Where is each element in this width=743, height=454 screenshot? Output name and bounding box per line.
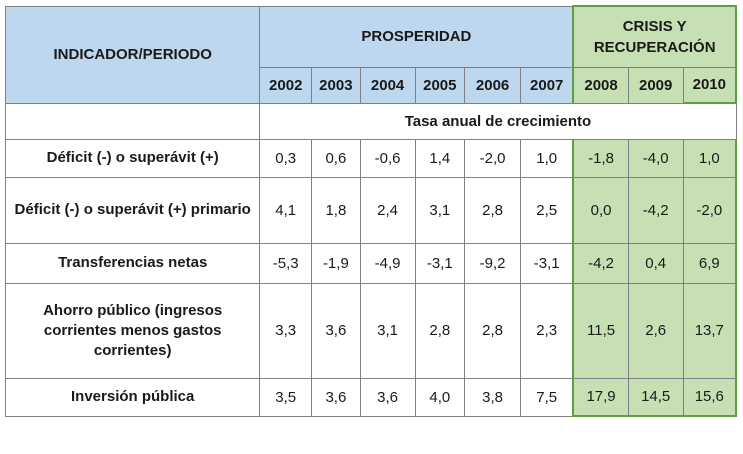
table-cell: 4,1 [259, 176, 313, 244]
table-row: Ahorro público (ingresos corrientes meno… [4, 282, 737, 379]
table-cell: -4,2 [627, 176, 684, 244]
header-row-group: INDICADOR/PERIODO PROSPERIDAD CRISIS Y R… [4, 5, 737, 104]
year-header: 2005 [414, 66, 466, 104]
subtitle-row: Tasa anual de crecimiento [4, 102, 737, 140]
table-cell: 2,3 [520, 282, 574, 379]
year-header: 2009 [627, 66, 684, 104]
year-header: 2010 [682, 66, 737, 104]
table-cell: 2,5 [520, 176, 574, 244]
fiscal-indicators-table: INDICADOR/PERIODO PROSPERIDAD CRISIS Y R… [4, 5, 737, 417]
table-cell: 2,8 [464, 176, 522, 244]
table-cell: -4,0 [627, 138, 684, 178]
table-cell: 0,0 [572, 176, 629, 244]
prosperity-group-header: PROSPERIDAD [259, 5, 574, 68]
table-cell: -1,8 [572, 138, 629, 178]
table-cell: 7,5 [520, 377, 574, 417]
growth-rate-subtitle: Tasa anual de crecimiento [259, 102, 737, 140]
table-cell: 3,3 [259, 282, 313, 379]
table-cell: 3,6 [311, 282, 361, 379]
table-cell: 13,7 [682, 282, 737, 379]
table-cell: 17,9 [572, 377, 629, 417]
year-header: 2004 [359, 66, 416, 104]
year-header: 2006 [464, 66, 522, 104]
table-cell: 3,1 [359, 282, 416, 379]
table-cell: 1,0 [520, 138, 574, 178]
table-cell: 2,6 [627, 282, 684, 379]
table-cell: 4,0 [414, 377, 466, 417]
table-row: Inversión pública 3,5 3,6 3,6 4,0 3,8 7,… [4, 377, 737, 417]
table-cell: 3,8 [464, 377, 522, 417]
year-header: 2002 [259, 66, 313, 104]
header-row-years: 2002 2003 2004 2005 2006 2007 2008 2009 … [6, 66, 737, 104]
table-row: Transferencias netas -5,3 -1,9 -4,9 -3,1… [4, 242, 737, 284]
table-cell: -2,0 [682, 176, 737, 244]
table-cell: 0,4 [627, 242, 684, 284]
row-label: Déficit (-) o superávit (+) [4, 138, 261, 178]
table-cell: 14,5 [627, 377, 684, 417]
table-cell: -5,3 [259, 242, 313, 284]
row-label: Déficit (-) o superávit (+) primario [4, 176, 261, 244]
table-cell: -0,6 [359, 138, 416, 178]
crisis-recovery-group-header: CRISIS Y RECUPERACIÓN [572, 5, 737, 68]
table-cell: -4,9 [359, 242, 416, 284]
table-cell: 3,5 [259, 377, 313, 417]
empty-cell [4, 102, 261, 140]
table-cell: -9,2 [464, 242, 522, 284]
table-cell: 11,5 [572, 282, 629, 379]
table-cell: -1,9 [311, 242, 361, 284]
year-header: 2007 [520, 66, 574, 104]
year-header: 2003 [311, 66, 361, 104]
table-cell: -2,0 [464, 138, 522, 178]
row-label: Inversión pública [4, 377, 261, 417]
table-cell: 6,9 [682, 242, 737, 284]
table-cell: 2,8 [464, 282, 522, 379]
table-row: Déficit (-) o superávit (+) 0,3 0,6 -0,6… [4, 138, 737, 178]
table-cell: 3,6 [359, 377, 416, 417]
table-cell: 2,4 [359, 176, 416, 244]
table-cell: -3,1 [414, 242, 466, 284]
table-cell: 3,1 [414, 176, 466, 244]
table-row: Déficit (-) o superávit (+) primario 4,1… [4, 176, 737, 244]
table-cell: 0,6 [311, 138, 361, 178]
table-cell: 2,8 [414, 282, 466, 379]
year-header: 2008 [572, 66, 629, 104]
table-cell: -4,2 [572, 242, 629, 284]
table-cell: 1,0 [682, 138, 737, 178]
table-cell: -3,1 [520, 242, 574, 284]
table-cell: 0,3 [259, 138, 313, 178]
table-cell: 3,6 [311, 377, 361, 417]
row-label: Transferencias netas [4, 242, 261, 284]
table-cell: 1,4 [414, 138, 466, 178]
table-cell: 15,6 [682, 377, 737, 417]
row-label: Ahorro público (ingresos corrientes meno… [4, 282, 261, 379]
indicator-period-header: INDICADOR/PERIODO [4, 5, 261, 104]
table-cell: 1,8 [311, 176, 361, 244]
